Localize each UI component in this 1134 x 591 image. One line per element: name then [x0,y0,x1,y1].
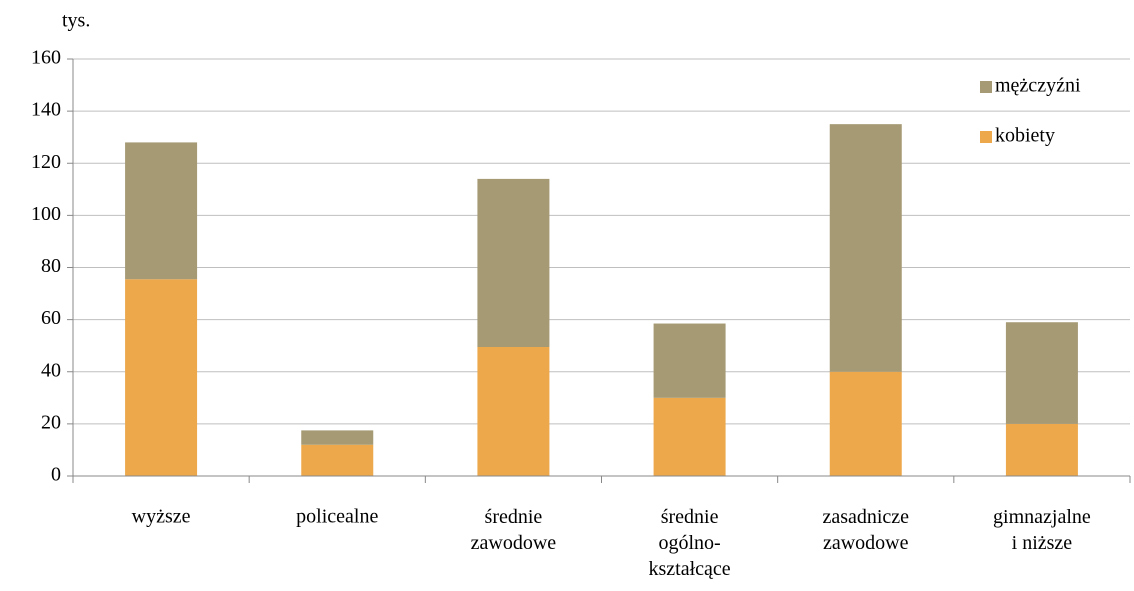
bar [653,397,726,476]
x-tick-label: gimnazjalne i niższe [993,506,1091,554]
y-tick-label: 80 [41,255,61,277]
y-tick-label: 60 [41,307,61,329]
y-tick-label: 0 [51,464,61,486]
x-tick-label: średnie ogólno-kształcące [648,506,730,580]
x-tick-label: zasadnicze zawodowe [822,506,909,554]
y-tick-label: 100 [31,203,61,225]
y-tick-label: 160 [31,47,61,69]
legend-swatch [980,131,992,143]
y-tick-label: 40 [41,359,61,381]
bar [125,279,198,476]
legend-label: mężczyźni [995,75,1081,97]
bar [301,430,374,445]
bar [829,124,902,372]
bar [477,346,550,476]
legend-swatch [980,81,992,93]
y-tick-label: 120 [31,151,61,173]
x-tick-label: policealne [296,506,378,528]
bar [653,323,726,398]
y-axis-label: tys. [62,10,90,32]
x-tick-label: średnie zawodowe [471,506,557,554]
y-tick-label: 20 [41,411,61,433]
bar [477,178,550,347]
legend-label: kobiety [995,125,1055,147]
bar [301,444,374,476]
bar [829,371,902,476]
bar [125,142,198,280]
bar [1005,423,1078,476]
x-tick-label: wyższe [132,506,191,528]
y-tick-label: 140 [31,99,61,121]
bar [1005,322,1078,424]
